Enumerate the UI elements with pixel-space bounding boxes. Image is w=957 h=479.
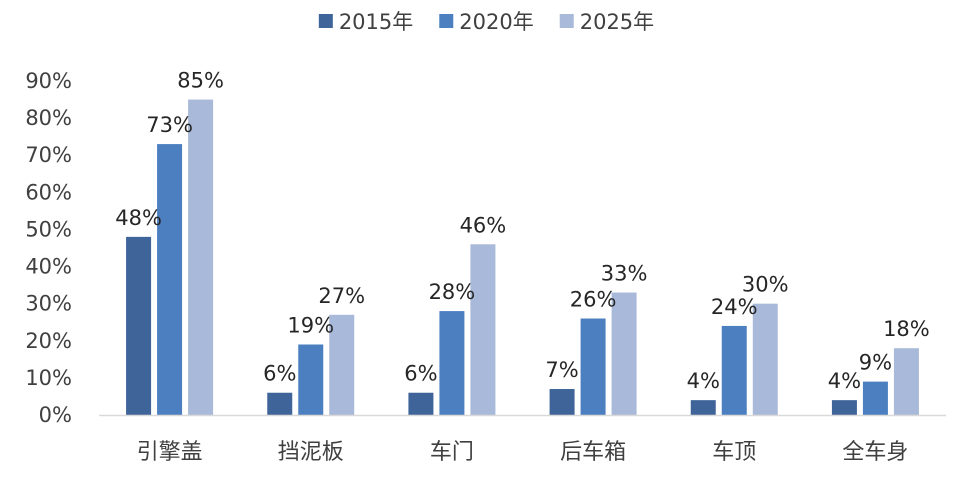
- bar: [580, 318, 606, 415]
- y-tick-label: 40%: [25, 255, 72, 279]
- bar: [439, 311, 465, 415]
- data-label: 18%: [883, 317, 930, 341]
- bar: [862, 381, 888, 415]
- x-tick-label: 后车箱: [560, 440, 626, 465]
- y-tick-label: 10%: [25, 366, 72, 390]
- data-label: 48%: [115, 206, 162, 230]
- x-tick-label: 引擎盖: [137, 440, 203, 465]
- bar: [157, 144, 183, 416]
- x-axis: 引擎盖 挡泥板 车门 后车箱 车顶 全车身: [99, 414, 946, 465]
- data-label: 24%: [711, 295, 758, 319]
- bar: [690, 400, 716, 415]
- data-label: 19%: [287, 313, 334, 337]
- bars: [126, 99, 919, 416]
- legend-item: 2020年: [439, 10, 534, 34]
- y-axis: 0% 10% 20% 30% 40% 50% 60% 70% 80% 90%: [25, 69, 72, 427]
- y-tick-label: 50%: [25, 217, 72, 241]
- legend-item: 2025年: [559, 10, 654, 34]
- legend-label: 2025年: [580, 10, 654, 34]
- y-tick-label: 80%: [25, 106, 72, 130]
- bar: [611, 292, 637, 415]
- x-tick-label: 全车身: [842, 440, 908, 465]
- data-label: 4%: [828, 369, 861, 393]
- bar: [831, 400, 857, 415]
- bar: [267, 392, 293, 415]
- y-tick-label: 20%: [25, 329, 72, 353]
- bar: [752, 303, 778, 415]
- data-label: 9%: [859, 351, 892, 375]
- data-labels: 48% 73% 85% 6% 19% 27% 6% 28% 46% 7% 26%33% 4% 24%30…: [115, 69, 930, 394]
- data-label: 33%: [601, 262, 648, 286]
- bar: [470, 244, 496, 415]
- data-label: 28%: [429, 280, 476, 304]
- legend-swatch: [559, 14, 574, 28]
- bar: [298, 344, 324, 415]
- data-label: 30%: [742, 273, 789, 297]
- bar: [329, 314, 355, 415]
- y-tick-label: 30%: [25, 292, 72, 316]
- x-tick-label: 车顶: [712, 440, 756, 465]
- data-label: 6%: [404, 362, 437, 386]
- y-tick-label: 70%: [25, 143, 72, 167]
- legend-label: 2015年: [339, 10, 413, 34]
- bar: [188, 99, 214, 416]
- data-label: 73%: [146, 113, 193, 137]
- data-label: 7%: [545, 358, 578, 382]
- legend-item: 2015年: [318, 10, 413, 34]
- bar: [408, 392, 434, 415]
- data-label: 85%: [177, 69, 224, 93]
- y-tick-label: 60%: [25, 180, 72, 204]
- x-tick-label: 挡泥板: [278, 440, 344, 465]
- legend-swatch: [439, 14, 454, 28]
- legend-label: 2020年: [459, 10, 533, 34]
- data-label: 27%: [318, 284, 365, 308]
- data-label: 6%: [263, 362, 296, 386]
- bar: [126, 236, 152, 415]
- data-label: 4%: [687, 369, 720, 393]
- data-label: 26%: [570, 288, 617, 312]
- x-tick-label: 车门: [430, 440, 474, 465]
- legend: 2015年 2020年 2025年: [318, 10, 654, 34]
- bar: [721, 325, 747, 415]
- bar: [893, 348, 919, 415]
- y-tick-label: 90%: [25, 69, 72, 93]
- data-label: 46%: [460, 213, 507, 237]
- bar: [549, 389, 575, 415]
- legend-swatch: [318, 14, 333, 28]
- y-tick-label: 0%: [39, 403, 72, 427]
